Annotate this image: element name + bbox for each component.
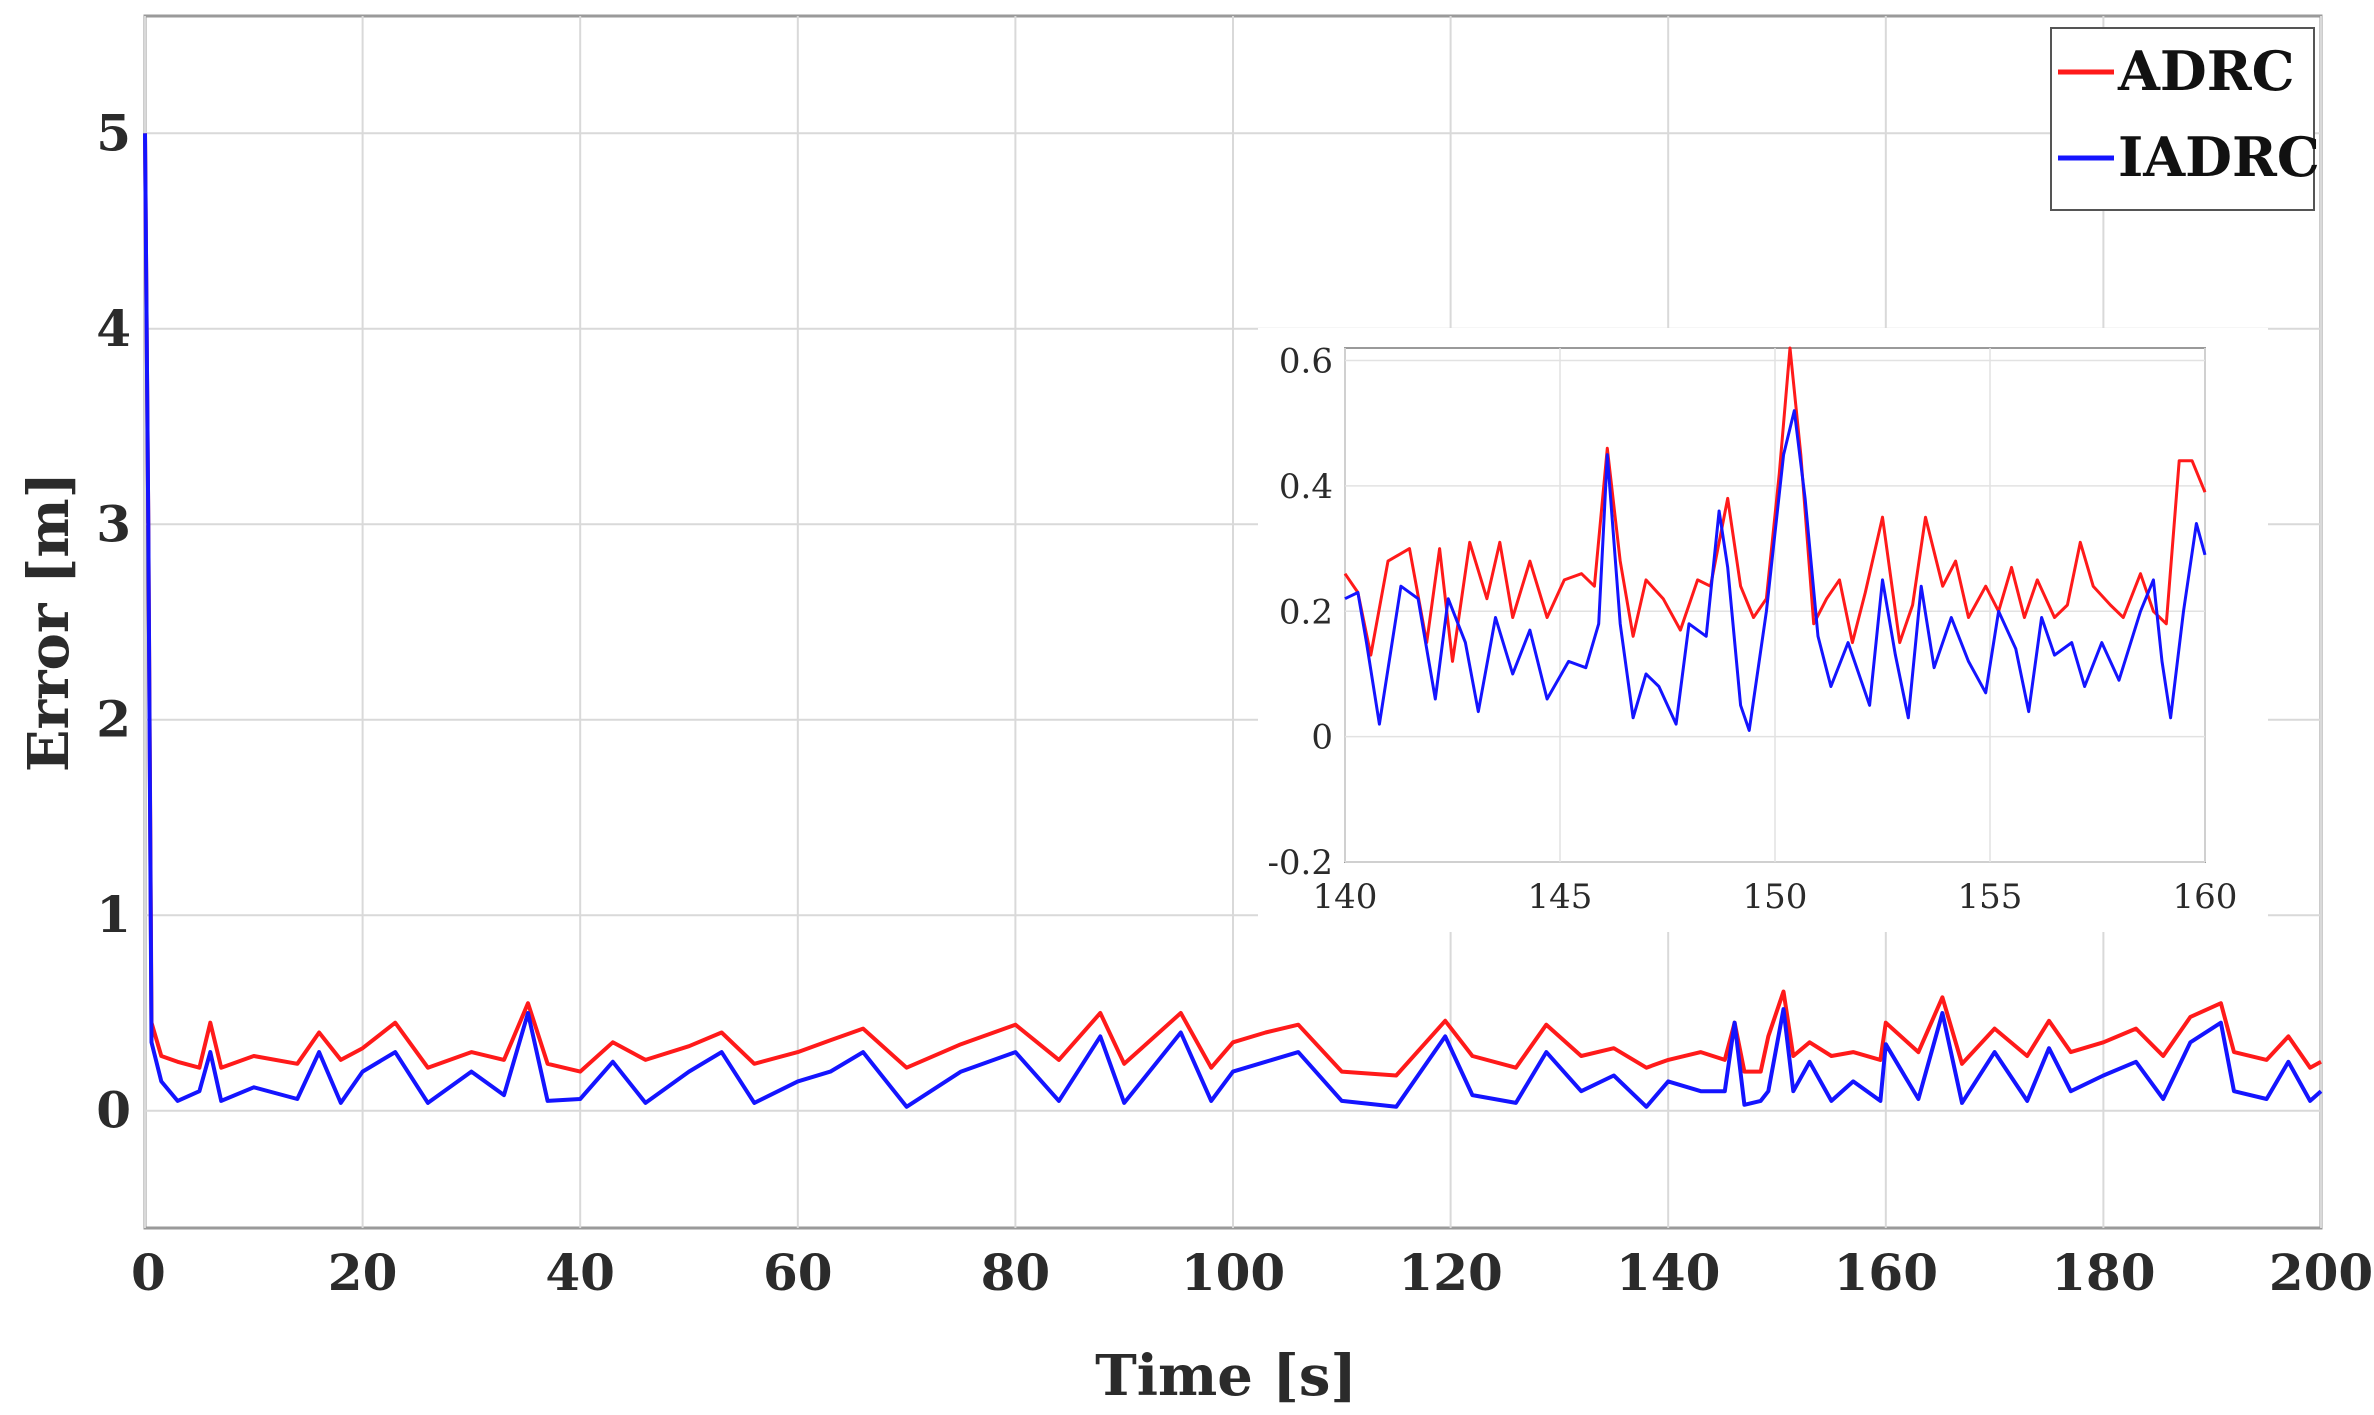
y-tick-label-3: 3 [96,494,131,553]
x-tick-label-100: 100 [1181,1243,1285,1302]
series-line-iadrc [143,133,2323,1109]
inset-x-tick-label-155: 155 [1958,877,2023,917]
x-tick-label-60: 60 [763,1243,833,1302]
y-tick-label-1: 1 [96,885,131,944]
inset-y-tick-label-0-2: 0.2 [1279,592,1333,632]
inset-series-line-adrc [1343,346,2207,663]
y-tick-label-2: 2 [96,690,131,749]
inset-y-tick-label-0: 0 [1311,718,1333,758]
x-tick-labels: 0 20 40 60 80 100 120 140 160 180 200 [131,1243,2373,1302]
inset-x-tick-label-145: 145 [1528,877,1593,917]
legend-box [2050,27,2315,211]
inset-series-lines [1343,346,2207,732]
x-tick-label-20: 20 [328,1243,398,1302]
x-tick-label-0: 0 [131,1243,166,1302]
y-axis-label: Error [m] [16,472,82,772]
y-tick-label-5: 5 [96,103,131,162]
x-tick-label-80: 80 [981,1243,1051,1302]
x-tick-label-40: 40 [545,1243,615,1302]
x-tick-label-140: 140 [1616,1243,1720,1302]
inset-series-line-iadrc [1344,409,2207,732]
series-line-adrc [143,133,2322,1078]
legend-label-iadrc: IADRC [2118,125,2320,189]
inset-y-tick-labels: -0.2 0 0.2 0.4 0.6 [1267,342,1333,883]
inset-x-tick-label-150: 150 [1743,877,1808,917]
x-tick-label-180: 180 [2051,1243,2155,1302]
inset-y-tick-label-0-4: 0.4 [1279,467,1333,507]
x-tick-label-120: 120 [1398,1243,1502,1302]
inset-x-tick-labels: 140 145 150 155 160 [1313,877,2238,917]
legend-label-adrc: ADRC [2117,39,2295,103]
x-tick-label-160: 160 [1834,1243,1938,1302]
inset-y-tick-label--0-2: -0.2 [1267,843,1333,883]
x-tick-label-200: 200 [2269,1243,2373,1302]
x-axis-label: Time [s] [1095,1343,1357,1409]
inset-y-tick-label-0-6: 0.6 [1279,342,1333,382]
y-tick-labels: 0 1 2 3 4 5 [96,103,131,1139]
y-tick-label-0: 0 [96,1081,131,1140]
y-tick-label-4: 4 [96,299,131,358]
inset-x-tick-label-140: 140 [1313,877,1378,917]
legend: ADRC IADRC [2050,27,2320,211]
inset-x-tick-label-160: 160 [2173,877,2238,917]
main-series-lines [143,133,2323,1109]
inset-chart: 140 145 150 155 160 -0.2 0 0.2 0.4 0.6 [1258,328,2268,932]
